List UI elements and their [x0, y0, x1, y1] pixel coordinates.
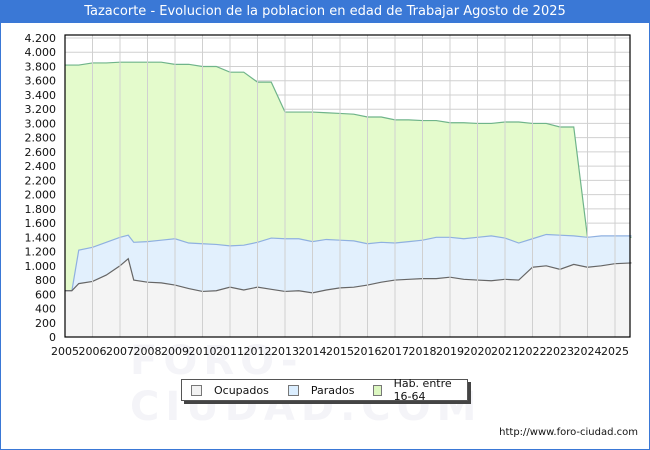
y-tick-label: 3.400	[25, 89, 57, 102]
legend-swatch-hab	[373, 384, 382, 396]
y-tick-label: 2.600	[25, 146, 57, 159]
x-tick-label: 2022	[519, 345, 547, 358]
legend-swatch-parados	[287, 384, 299, 396]
x-tick-label: 2017	[381, 345, 409, 358]
chart-title: Tazacorte - Evolucion de la poblacion en…	[0, 0, 650, 23]
data-areas	[65, 61, 632, 337]
x-tick-label: 2006	[79, 345, 107, 358]
legend-label-ocupados: Ocupados	[214, 383, 269, 397]
x-tick-label: 2023	[546, 345, 574, 358]
x-tick-label: 2005	[51, 345, 79, 358]
x-tick-label: 2013	[271, 345, 299, 358]
x-tick-label: 2019	[436, 345, 464, 358]
footer-url: http://www.foro-ciudad.com	[499, 427, 638, 438]
x-tick-label: 2011	[216, 345, 244, 358]
legend-item-ocupados: Ocupados	[191, 384, 269, 397]
legend-item-hab: Hab. entre 16-64	[373, 377, 457, 403]
y-tick-label: 1.800	[25, 203, 57, 216]
x-tick-label: 2009	[161, 345, 189, 358]
y-tick-label: 1.200	[25, 246, 57, 259]
y-tick-label: 200	[35, 317, 56, 330]
chart-legend: Ocupados Parados Hab. entre 16-64	[181, 377, 468, 403]
y-tick-label: 1.600	[25, 217, 57, 230]
legend-label-hab: Hab. entre 16-64	[393, 377, 452, 403]
legend-swatch-ocupados	[191, 384, 202, 396]
y-tick-label: 400	[35, 303, 56, 316]
x-tick-label: 2020	[464, 345, 492, 358]
y-tick-label: 800	[35, 274, 56, 287]
x-axis-labels: 2005 2006 2007 2008 2009 2010 2011 2012 2013 2014…	[51, 345, 629, 358]
y-tick-label: 1.400	[25, 231, 57, 244]
y-tick-label: 4.200	[25, 32, 57, 45]
legend-item-parados: Parados	[287, 383, 355, 397]
y-tick-label: 1.000	[25, 260, 57, 273]
y-tick-label: 2.800	[25, 132, 57, 145]
plot-border	[64, 34, 631, 338]
legend-label-parados: Parados	[310, 383, 355, 397]
x-tick-label: 2021	[491, 345, 519, 358]
x-tick-label: 2010	[189, 345, 217, 358]
y-tick-label: 3.200	[25, 103, 57, 116]
x-tick-label: 2024	[574, 345, 602, 358]
y-axis-labels: 02004006008001.0001.2001.4001.6001.8002.…	[25, 32, 57, 344]
y-tick-label: 4.000	[25, 46, 57, 59]
x-tick-label: 2007	[106, 345, 134, 358]
y-tick-label: 2.400	[25, 160, 57, 173]
x-tick-label: 2008	[134, 345, 162, 358]
x-tick-label: 2025	[601, 345, 629, 358]
y-tick-label: 3.600	[25, 75, 57, 88]
y-tick-label: 2.000	[25, 189, 57, 202]
vertical-grid-lines	[92, 35, 616, 337]
y-tick-label: 0	[49, 331, 56, 344]
x-tick-label: 2018	[409, 345, 437, 358]
series-area	[65, 258, 632, 337]
x-tick-label: 2014	[299, 345, 327, 358]
y-tick-label: 600	[35, 288, 56, 301]
x-tick-label: 2016	[354, 345, 382, 358]
x-tick-label: 2015	[326, 345, 354, 358]
x-tick-label: 2012	[244, 345, 272, 358]
y-tick-label: 2.200	[25, 174, 57, 187]
y-tick-label: 3.000	[25, 117, 57, 130]
y-tick-label: 3.800	[25, 60, 57, 73]
